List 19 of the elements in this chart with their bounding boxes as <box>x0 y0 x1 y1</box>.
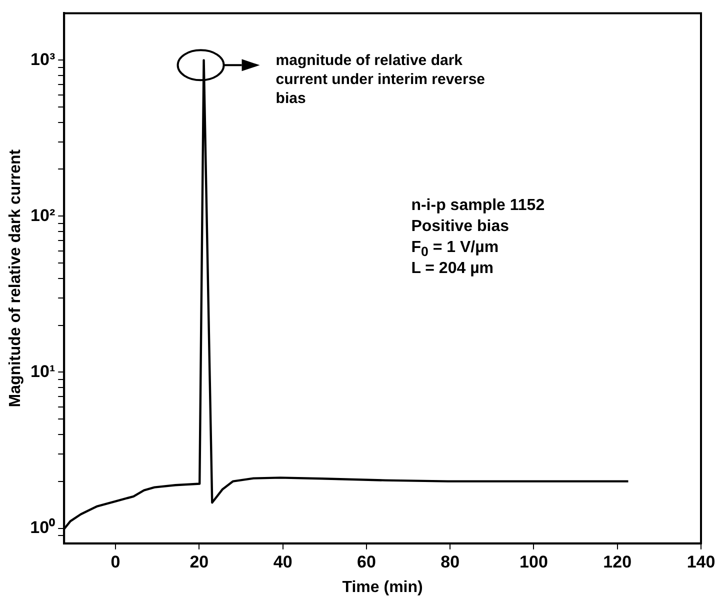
x-tick-label: 60 <box>356 552 376 572</box>
annotation: n-i-p sample 1152 <box>411 196 545 216</box>
x-tick-label: 80 <box>440 552 460 572</box>
x-tick-label: 40 <box>273 552 292 572</box>
y-tick-label: 10² <box>30 206 56 225</box>
y-tick-label: 10⁰ <box>30 518 56 537</box>
annotation: magnitude of relative dark current under interim reverse bias <box>276 51 486 108</box>
x-axis-title: Time (min) <box>342 578 423 596</box>
x-tick-label: 120 <box>603 552 632 572</box>
y-tick-label: 10¹ <box>30 362 56 381</box>
x-tick-label: 0 <box>110 552 120 572</box>
y-axis-title: Magnitude of relative dark current <box>7 148 24 408</box>
annotation: Positive bias <box>411 217 510 236</box>
x-tick-label: 100 <box>520 552 548 572</box>
y-tick-label: 10³ <box>30 50 56 69</box>
annotation: F$_{0}$ = 1 V/µm <box>411 238 499 262</box>
annotation: L = 204 µm <box>411 259 494 278</box>
x-tick-label: 20 <box>190 552 209 572</box>
x-tick-label: 140 <box>686 552 716 572</box>
